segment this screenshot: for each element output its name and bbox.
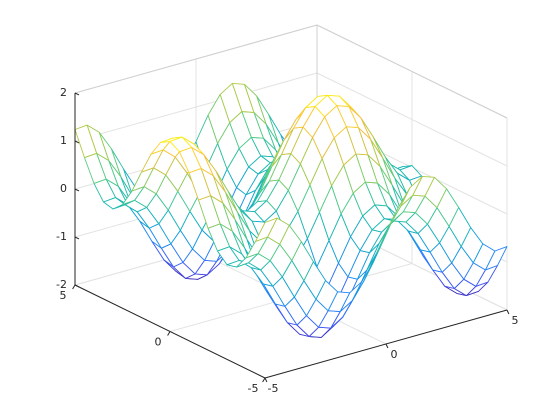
tick-mark bbox=[506, 309, 510, 315]
y-tick-label: 5 bbox=[60, 289, 67, 302]
grid-line bbox=[74, 72, 318, 142]
z-tick-label: -2 bbox=[56, 278, 67, 291]
tick-mark bbox=[74, 284, 80, 288]
tick-mark bbox=[72, 284, 76, 290]
y-tick-label: 0 bbox=[155, 336, 162, 349]
mesh bbox=[74, 82, 508, 338]
x-tick-label: 0 bbox=[391, 348, 398, 361]
mesh-cell bbox=[324, 105, 347, 139]
mesh-cell bbox=[179, 147, 202, 174]
z-tick-label: 1 bbox=[60, 134, 67, 147]
tick-mark bbox=[74, 140, 80, 144]
mesh-cell bbox=[74, 124, 98, 159]
z-tick-label: 0 bbox=[60, 182, 67, 195]
tick-mark bbox=[167, 331, 171, 336]
mesh-cell bbox=[255, 217, 278, 242]
x-tick-label: 5 bbox=[512, 314, 519, 327]
box-edge bbox=[74, 24, 318, 94]
tick-mark bbox=[385, 343, 389, 349]
z-tick-label: -1 bbox=[56, 230, 67, 243]
tick-mark bbox=[74, 92, 80, 96]
mesh-cell bbox=[400, 175, 423, 207]
tick-mark bbox=[74, 188, 80, 192]
grid-line bbox=[316, 72, 508, 167]
box-edge bbox=[316, 24, 508, 119]
tick-mark bbox=[262, 377, 266, 383]
tick-mark bbox=[74, 236, 80, 240]
tick-mark bbox=[264, 377, 268, 383]
z-tick-label: 2 bbox=[60, 86, 67, 99]
x-tick-label: -5 bbox=[268, 382, 279, 395]
mesh-cell bbox=[219, 82, 243, 124]
y-tick-label: -5 bbox=[248, 382, 259, 395]
